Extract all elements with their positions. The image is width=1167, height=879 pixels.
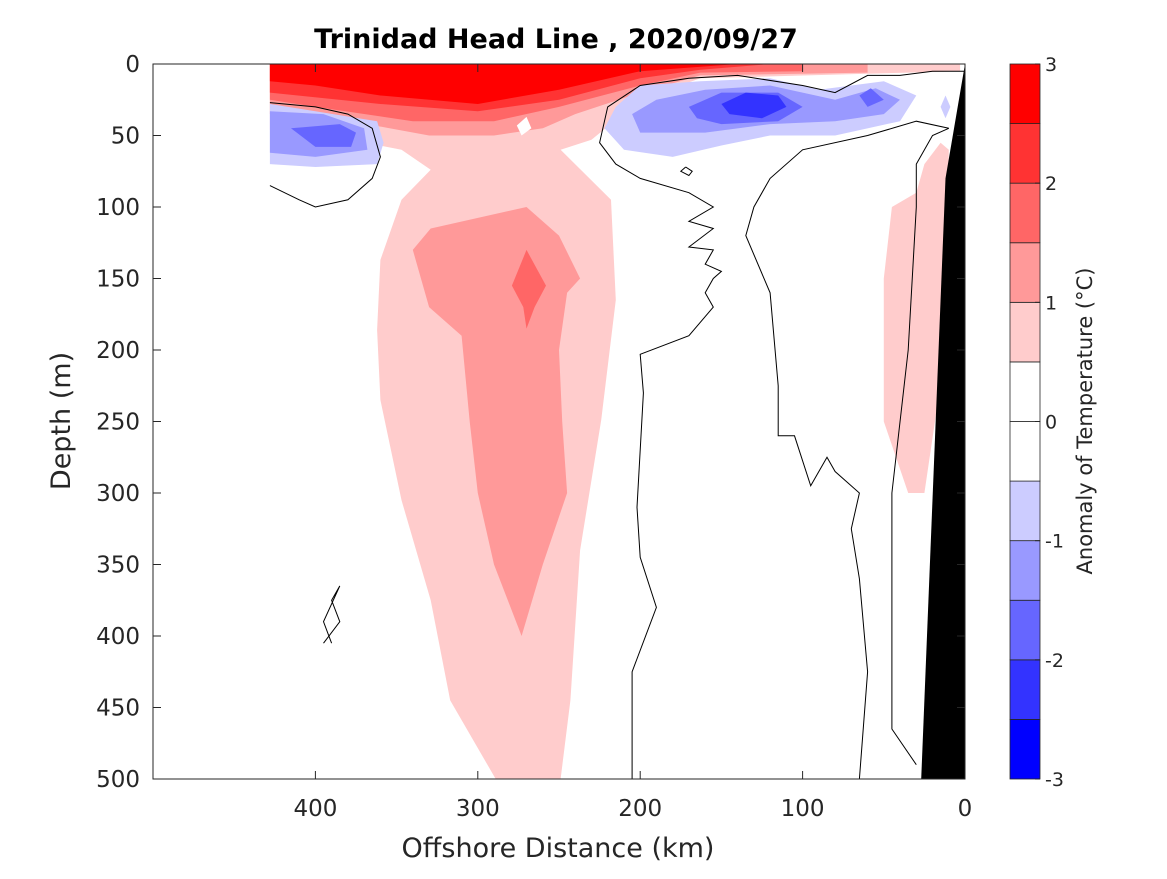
y-axis-ticks: 0 50 100 150 200 250 300 350 400 450 500: [96, 52, 965, 793]
zero-contour-lines: [269, 70, 965, 780]
x-tick-label: 400: [293, 796, 337, 822]
y-tick-label: 250: [96, 410, 140, 436]
colorbar-label: Anomaly of Temperature (°C): [1073, 268, 1097, 575]
contour-line-zero: [679, 166, 693, 177]
contour-fills: [269, 64, 961, 779]
colorbar-tick-label: 3: [1045, 54, 1057, 76]
colorbar-segment: [1009, 599, 1041, 661]
contour-line-zero: [599, 70, 965, 779]
land-polygon: [921, 64, 965, 779]
contour-region: [269, 64, 738, 104]
contour-line-zero: [745, 120, 949, 780]
colorbar-tick-label: -3: [1045, 769, 1064, 791]
y-tick-label: 400: [96, 624, 140, 650]
contour-region: [516, 116, 532, 136]
y-tick-label: 0: [125, 52, 140, 78]
y-tick-label: 100: [96, 195, 140, 221]
colorbar-segment: [1009, 182, 1041, 244]
y-axis-label: Depth (m): [46, 352, 77, 490]
colorbar: 3 2 1 0 -1 -2 -3: [1009, 54, 1064, 791]
colorbar-tick-label: 1: [1045, 292, 1057, 314]
colorbar-segment: [1009, 242, 1041, 303]
contour-region: [269, 64, 961, 779]
colorbar-segment: [1009, 361, 1041, 422]
x-axis-label: Offshore Distance (km): [402, 833, 715, 864]
contour-line-zero: [322, 585, 341, 644]
contour-region: [291, 124, 356, 147]
contour-region: [859, 88, 884, 107]
contour-line-zero: [891, 127, 950, 765]
x-tick-label: 0: [958, 796, 973, 822]
x-tick-label: 100: [781, 796, 825, 822]
contour-region: [412, 207, 581, 636]
y-tick-label: 150: [96, 267, 140, 293]
colorbar-tick-label: 2: [1045, 173, 1057, 195]
contour-region: [721, 92, 787, 119]
colorbar-segment: [1009, 659, 1041, 720]
colorbar-segment: [1009, 301, 1041, 363]
x-axis-ticks: 400 300 200 100 0: [293, 64, 972, 822]
x-tick-label: 300: [456, 796, 500, 822]
colorbar-tick-label: 0: [1045, 412, 1057, 434]
y-tick-label: 200: [96, 338, 140, 364]
colorbar-tick-label: -1: [1045, 531, 1064, 553]
y-tick-label: 350: [96, 553, 140, 579]
x-tick-label: 200: [618, 796, 662, 822]
y-tick-label: 50: [111, 124, 140, 150]
contour-region: [511, 249, 546, 329]
colorbar-segment: [1009, 480, 1041, 542]
contour-line-zero: [269, 102, 381, 208]
colorbar-segment: [1009, 421, 1041, 482]
contour-region: [940, 95, 951, 119]
colorbar-segment: [1009, 540, 1041, 601]
chart-title: Trinidad Head Line , 2020/09/27: [314, 24, 798, 55]
colorbar-tick-label: -2: [1045, 650, 1064, 672]
land-mask: [921, 64, 965, 779]
y-tick-label: 450: [96, 696, 140, 722]
y-tick-label: 500: [96, 767, 140, 793]
colorbar-segment: [1009, 719, 1041, 780]
colorbar-segment: [1009, 123, 1041, 184]
contour-region: [883, 142, 949, 493]
colorbar-segment: [1009, 63, 1041, 124]
y-tick-label: 300: [96, 481, 140, 507]
